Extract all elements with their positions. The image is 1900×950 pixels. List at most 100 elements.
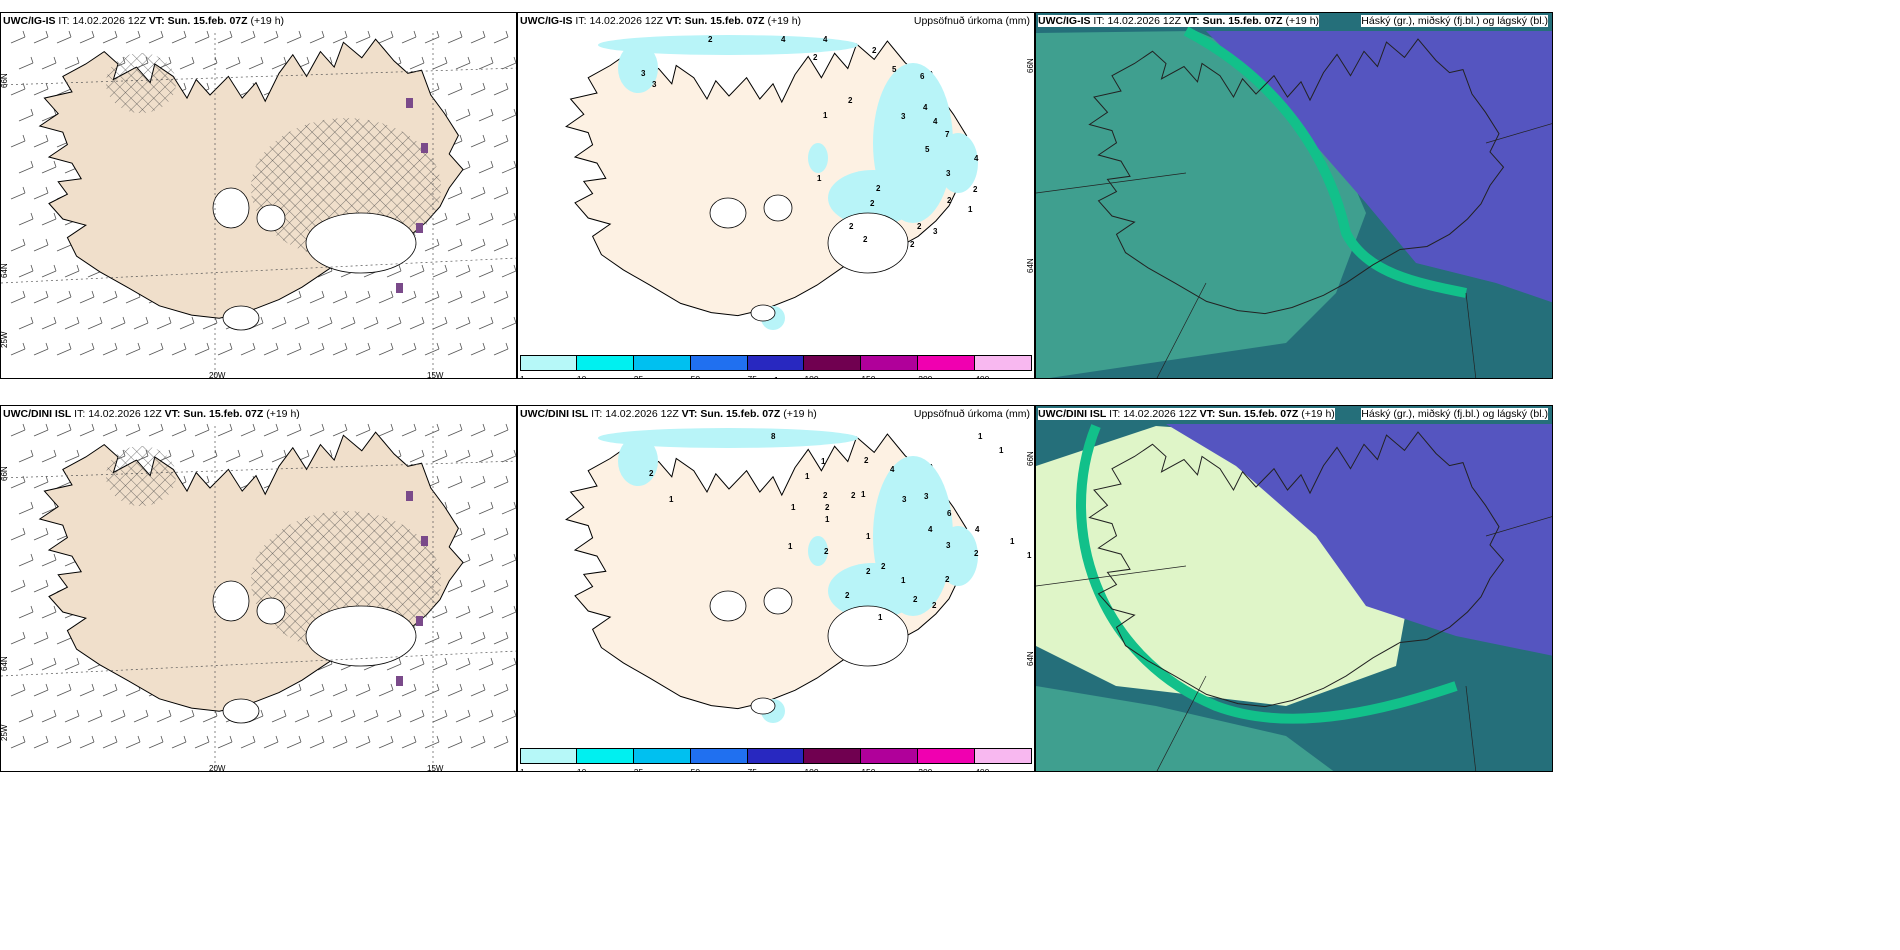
init-time: 14.02.2026 12Z	[1123, 408, 1197, 420]
wind-barb	[501, 264, 516, 278]
wind-barb	[432, 212, 448, 226]
lon-label: 15W	[427, 371, 444, 379]
wind-barb	[478, 657, 494, 671]
wind-barb	[41, 449, 57, 463]
wind-barb	[332, 423, 348, 437]
wind-map-panel[interactable]: 20W 15W 66N 64N 25W UWC/DINI ISL IT: 14.02.20…	[0, 405, 517, 772]
precip-value: 1	[791, 503, 796, 512]
wind-barb	[493, 134, 509, 148]
glacier	[256, 597, 286, 625]
wind-map-panel[interactable]: 20W 15W 66N 64N 25W UWC/IG-IS IT: 14.02.2026 …	[0, 12, 517, 379]
wind-barb	[432, 316, 448, 330]
wind-barb	[10, 342, 26, 356]
wind-barb	[10, 82, 26, 96]
wind-barb	[455, 657, 471, 671]
wind-barb	[225, 56, 241, 70]
lat-label: 64N	[1, 656, 9, 671]
glacier	[222, 698, 260, 724]
precip-spot	[421, 143, 428, 153]
it-label: IT:	[591, 408, 603, 420]
colorbar-swatch	[576, 748, 634, 764]
colorbar-swatch	[804, 748, 862, 764]
wind-barb	[41, 657, 57, 671]
wind-barb	[478, 709, 494, 723]
wind-barb	[148, 423, 164, 437]
colorbar-tick: 150	[861, 767, 876, 772]
lead-time: (+19 h)	[783, 408, 817, 420]
wind-barb	[133, 316, 149, 330]
wind-barb	[179, 316, 195, 330]
glacier	[305, 605, 417, 667]
wind-barb	[501, 553, 516, 567]
wind-barb	[470, 735, 486, 749]
wind-map-svg: 20W 15W 66N 64N 25W	[1, 30, 516, 379]
graticule-line	[1156, 282, 1207, 378]
precip-value: 1	[978, 432, 983, 441]
precip-zone	[828, 170, 918, 226]
wind-barb	[56, 683, 72, 697]
precip-value: 1	[901, 576, 906, 585]
precip-map-panel[interactable]: 24422563312344753422112222232166N64NUWC/…	[517, 12, 1035, 379]
wind-barb	[378, 683, 394, 697]
vt-label: VT:	[1199, 408, 1216, 420]
wind-barb	[194, 735, 210, 749]
it-label: IT:	[74, 408, 86, 420]
colorbar-swatch	[804, 355, 862, 371]
precip-zone	[618, 43, 658, 93]
wind-barb	[125, 735, 141, 749]
precip-value: 3	[641, 69, 646, 78]
wind-barb	[409, 316, 425, 330]
wind-barb	[455, 501, 471, 515]
wind-barb	[401, 683, 417, 697]
wind-barb	[217, 735, 233, 749]
wind-barb	[455, 264, 471, 278]
precip-value: 2	[973, 185, 978, 194]
wind-barb	[18, 709, 34, 723]
colorbar-tick: 100	[804, 374, 819, 379]
wind-barb	[424, 683, 440, 697]
precip-value: 3	[901, 112, 906, 121]
init-time: 14.02.2026 12Z	[1107, 15, 1181, 27]
colorbar-swatch	[918, 748, 976, 764]
wind-barb	[79, 683, 95, 697]
wind-barb	[286, 342, 302, 356]
colorbar-tick: 25	[633, 374, 644, 379]
wind-barb	[309, 342, 325, 356]
wind-barb	[493, 342, 509, 356]
lat-label: 64N	[1, 263, 9, 278]
precip-value: 4	[933, 117, 938, 126]
wind-barb	[401, 423, 417, 437]
precip-value: 1	[866, 532, 871, 541]
wind-barb	[41, 56, 57, 70]
panel-header: UWC/DINI ISL IT: 14.02.2026 12Z VT: Sun.…	[520, 408, 817, 420]
wind-barb	[102, 735, 118, 749]
cloud-map-panel[interactable]: UWC/DINI ISL IT: 14.02.2026 12Z VT: Sun.…	[1035, 405, 1553, 772]
precip-value: 4	[928, 525, 933, 534]
precip-value: 1	[774, 376, 779, 379]
lon-label: 20W	[209, 371, 226, 379]
glacier	[222, 305, 260, 331]
wind-barb	[447, 186, 463, 200]
wind-barb	[424, 238, 440, 252]
wind-barb	[501, 449, 516, 463]
wind-barb	[340, 316, 356, 330]
precip-map-panel[interactable]: 8 1 1 1 2 4 1 2 1 3 3 2 2 1 6 2 1 1 4 4 1 1 3 1 2 1 2 2 2 1 2 2 2 2 1 66N 64…	[517, 405, 1035, 772]
wind-barb	[501, 212, 516, 226]
wind-barb	[102, 683, 118, 697]
colorbar-tick: 75	[747, 767, 758, 772]
wind-barb	[478, 553, 494, 567]
panel-title: Háský (gr.), miðský (fj.bl.) og lágský (…	[1361, 15, 1548, 27]
model-name: UWC/DINI ISL	[520, 408, 589, 420]
wind-barb	[148, 30, 164, 44]
cloud-map-svg	[1036, 406, 1552, 771]
wind-barb	[447, 683, 463, 697]
precip-value: 1	[788, 542, 793, 551]
wind-barb	[378, 423, 394, 437]
wind-barb	[18, 56, 34, 70]
wind-barb	[171, 423, 187, 437]
lat-label: 66N	[1026, 58, 1035, 73]
wind-barb	[41, 264, 57, 278]
wind-barb	[217, 342, 233, 356]
cloud-map-panel[interactable]: UWC/IG-IS IT: 14.02.2026 12Z VT: Sun. 15…	[1035, 12, 1553, 379]
wind-barb	[355, 290, 371, 304]
